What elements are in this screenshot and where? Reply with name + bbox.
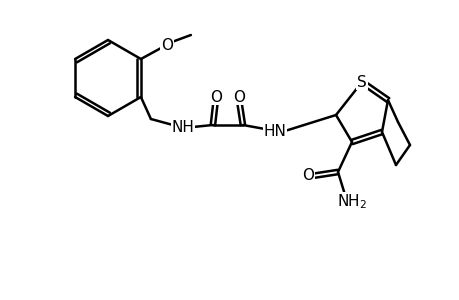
Text: O: O: [209, 89, 221, 104]
Text: NH$_2$: NH$_2$: [336, 193, 366, 211]
Text: S: S: [356, 74, 366, 89]
Text: O: O: [232, 89, 244, 104]
Text: O: O: [302, 169, 313, 184]
Text: O: O: [161, 38, 173, 52]
Text: HN: HN: [263, 124, 285, 139]
Text: NH: NH: [171, 119, 194, 134]
